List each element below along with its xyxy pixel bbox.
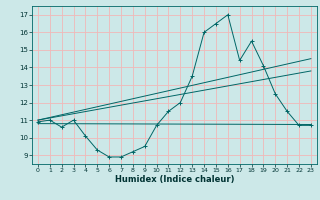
X-axis label: Humidex (Indice chaleur): Humidex (Indice chaleur)	[115, 175, 234, 184]
